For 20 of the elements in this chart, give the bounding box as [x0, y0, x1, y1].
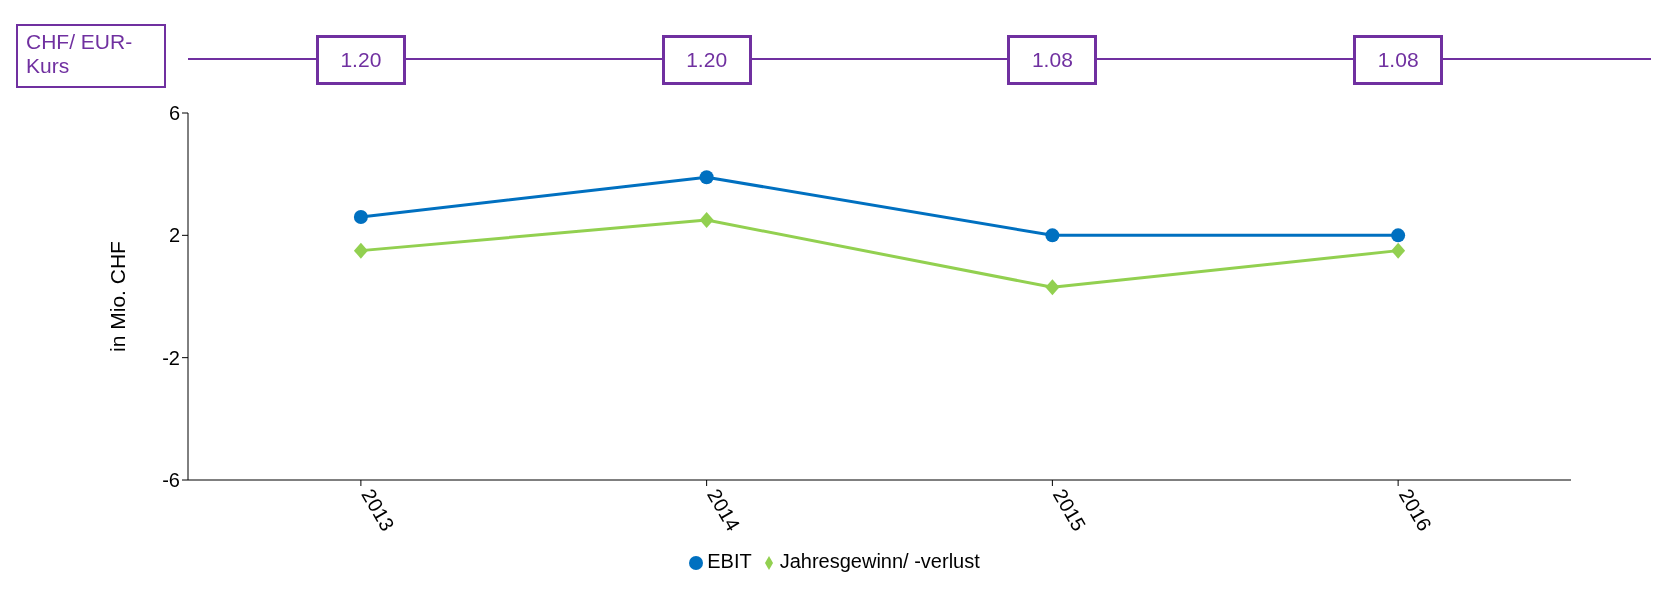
text: CHF/ EUR-Kurs: [16, 24, 166, 88]
text: 1.20: [315, 35, 406, 85]
point: [1045, 279, 1060, 296]
y-axis-title: in Mio. CHF: [106, 241, 130, 352]
point: [699, 212, 714, 229]
point: [699, 170, 714, 185]
y-tick-label: 2: [168, 224, 180, 247]
point: [353, 209, 368, 224]
text: 1.08: [1007, 35, 1098, 85]
point: [1045, 228, 1060, 243]
text: 1.08: [1353, 35, 1444, 85]
legend-label: EBIT: [707, 550, 752, 572]
y-tick-label: 6: [168, 102, 180, 125]
point: [1391, 242, 1406, 259]
y-tick-label: -2: [162, 346, 180, 369]
legend-label: Jahresgewinn/ -verlust: [779, 550, 980, 572]
text: 1.20: [661, 35, 752, 85]
y-tick-label: -6: [162, 469, 180, 492]
point: [353, 242, 368, 259]
point: [1391, 228, 1406, 243]
